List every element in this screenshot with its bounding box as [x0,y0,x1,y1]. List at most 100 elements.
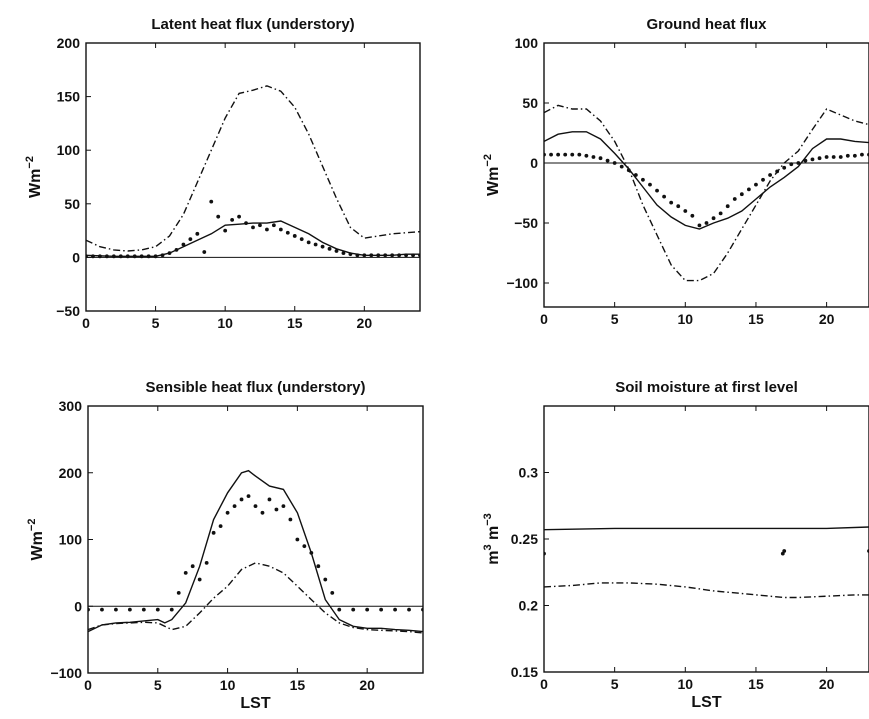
data-point [183,570,188,575]
data-point [355,253,360,258]
data-point [421,607,423,612]
y-tick-label: 0.2 [519,598,539,614]
y-tick-label: −100 [506,275,538,291]
data-point [265,227,269,232]
x-tick-label: 5 [611,676,619,692]
data-point [365,607,370,612]
data-point [91,254,95,259]
data-point [153,254,158,259]
data-point [852,153,857,158]
x-tick-label: 5 [152,315,160,331]
y-tick-label: 100 [59,532,83,548]
data-point [711,216,716,221]
data-point [86,254,88,259]
x-tick-label: 0 [82,315,90,331]
data-point [260,510,265,515]
data-point [295,537,300,542]
dashdot-series-line [86,85,420,252]
data-point [746,187,751,192]
data-point [662,194,667,199]
y-tick-label: −100 [50,665,82,681]
data-point [411,253,415,258]
data-point [190,564,195,569]
data-point [323,577,328,582]
y-tick-label: 0.25 [511,531,538,547]
y-tick-label: 150 [57,89,81,105]
data-point [351,607,356,612]
y-tick-label: 300 [59,398,83,414]
data-point [577,152,582,157]
data-point [330,591,335,595]
data-point [845,153,850,158]
data-point [598,156,603,161]
data-point [397,253,402,258]
y-tick-label: 0.3 [519,465,539,481]
data-point [334,249,339,253]
data-point [796,161,801,165]
data-point [88,607,90,612]
data-point [789,162,794,167]
data-point [181,242,186,247]
data-point [379,607,384,612]
data-point [563,152,568,157]
data-point [251,225,255,230]
soil-moisture-panel: Soil moisture at first level 0 5 10 15 20 0.15… [482,379,869,711]
data-point [253,504,258,509]
data-point [225,510,230,515]
data-point [197,577,202,582]
y-tick-label: 200 [59,465,83,481]
plot-frame [87,405,424,674]
dashdot-series-line [544,104,869,282]
y-axis-label: Wm−2 [24,156,44,198]
data-point [285,230,290,235]
data-point [292,234,297,238]
data-point [418,253,420,258]
chart-title: Latent heat flux (understory) [151,16,354,33]
x-axis-label: LST [691,694,721,711]
data-point [831,155,836,159]
data-point [860,152,864,157]
x-tick-label: 10 [220,677,236,693]
x-tick-label: 10 [678,676,694,692]
data-point [316,564,321,569]
data-point [204,560,209,565]
data-point [641,177,645,182]
data-point [739,192,744,197]
data-point [111,254,116,259]
data-point [306,240,311,245]
data-point [125,254,130,259]
data-point [612,161,617,165]
data-point [655,188,659,193]
dashdot-series-line [544,582,869,599]
data-point [211,530,216,535]
data-point [704,221,709,225]
data-point [570,152,575,157]
data-point [407,607,411,612]
data-point [167,251,172,256]
data-point [690,213,695,218]
data-point [239,497,244,502]
data-point [754,182,758,187]
data-point [732,197,737,201]
data-point [141,607,146,612]
data-point [824,155,829,159]
x-tick-label: 15 [290,677,306,693]
data-point [114,607,118,612]
data-point [605,158,610,163]
data-point [337,607,342,612]
data-point [803,158,808,163]
solid-series-line [544,526,869,531]
data-point [274,507,279,512]
data-point [299,237,304,242]
data-point [176,591,181,595]
data-point [782,549,787,553]
data-point [139,254,144,259]
data-point [127,607,132,612]
data-point [775,169,780,174]
y-tick-label: −50 [56,303,80,319]
data-point [278,227,283,232]
solid-series-line [88,469,423,633]
x-tick-label: 10 [217,315,233,331]
data-point [218,524,223,529]
chart-title: Ground heat flux [647,16,768,33]
